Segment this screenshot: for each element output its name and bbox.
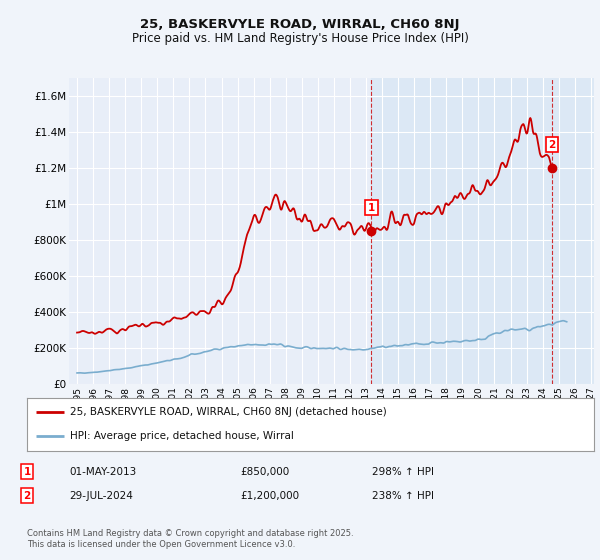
Text: 25, BASKERVYLE ROAD, WIRRAL, CH60 8NJ: 25, BASKERVYLE ROAD, WIRRAL, CH60 8NJ [140, 18, 460, 31]
Text: Price paid vs. HM Land Registry's House Price Index (HPI): Price paid vs. HM Land Registry's House … [131, 32, 469, 45]
Text: 1: 1 [368, 203, 375, 213]
Text: 29-JUL-2024: 29-JUL-2024 [69, 491, 133, 501]
Text: 2: 2 [548, 140, 556, 150]
Text: 25, BASKERVYLE ROAD, WIRRAL, CH60 8NJ (detached house): 25, BASKERVYLE ROAD, WIRRAL, CH60 8NJ (d… [70, 407, 386, 417]
Text: HPI: Average price, detached house, Wirral: HPI: Average price, detached house, Wirr… [70, 431, 293, 441]
Text: 298% ↑ HPI: 298% ↑ HPI [372, 466, 434, 477]
Text: 2: 2 [23, 491, 31, 501]
Text: £1,200,000: £1,200,000 [240, 491, 299, 501]
Text: £850,000: £850,000 [240, 466, 289, 477]
Text: 1: 1 [23, 466, 31, 477]
Bar [371, 78, 594, 384]
Text: 01-MAY-2013: 01-MAY-2013 [69, 466, 136, 477]
Text: Contains HM Land Registry data © Crown copyright and database right 2025.
This d: Contains HM Land Registry data © Crown c… [27, 529, 353, 549]
Text: 238% ↑ HPI: 238% ↑ HPI [372, 491, 434, 501]
